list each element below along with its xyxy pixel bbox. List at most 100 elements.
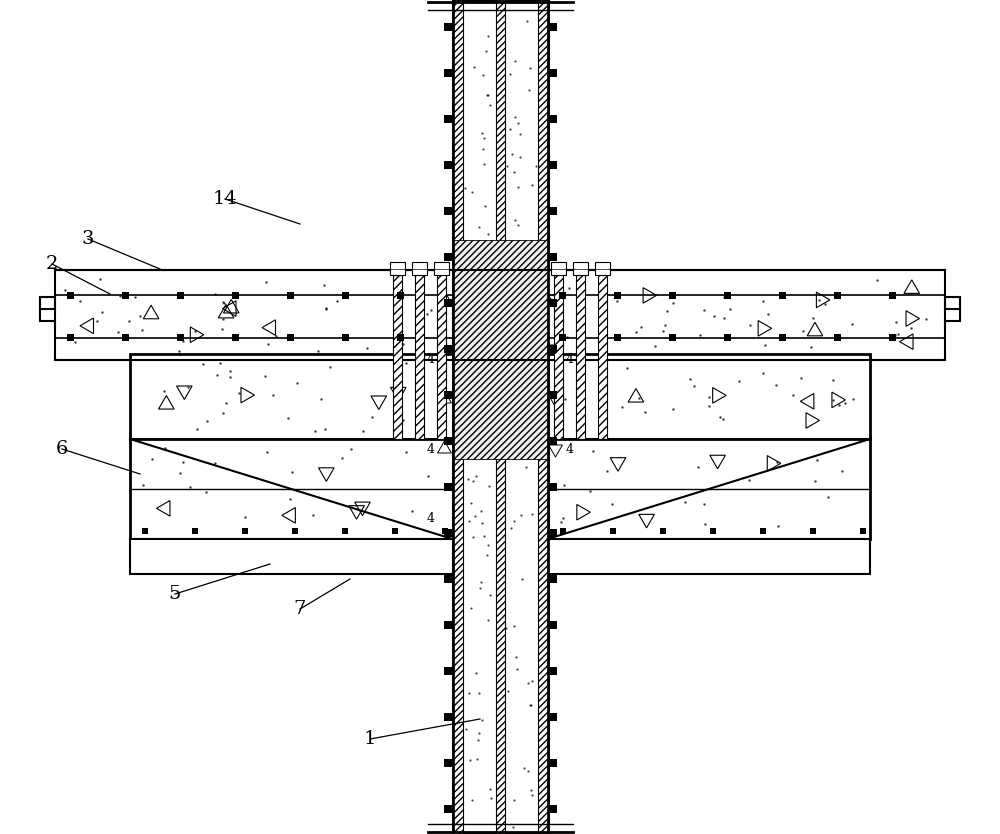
Bar (444, 161, 452, 169)
Point (482, 782, 498, 796)
Point (510, 180, 526, 193)
Point (742, 319, 758, 332)
Point (682, 373, 698, 386)
Point (507, 252, 523, 265)
Text: 6: 6 (56, 440, 68, 458)
Point (479, 279, 495, 293)
Point (811, 293, 827, 306)
Bar (444, 621, 452, 629)
Point (476, 158, 492, 171)
Point (890, 328, 906, 341)
Bar (444, 805, 452, 813)
Point (701, 399, 717, 413)
Point (476, 363, 492, 376)
Bar (548, 439, 870, 539)
Point (817, 297, 833, 310)
Point (506, 165, 522, 178)
Point (831, 399, 847, 412)
Point (690, 460, 706, 474)
Point (647, 339, 663, 352)
Bar (595, 262, 610, 275)
Bar (614, 292, 621, 299)
Point (506, 619, 522, 632)
Point (503, 391, 519, 404)
Point (478, 276, 494, 289)
Point (215, 406, 231, 420)
Point (469, 752, 485, 766)
Point (633, 320, 649, 334)
Point (231, 387, 247, 400)
Point (481, 311, 497, 324)
Point (755, 366, 771, 379)
Point (523, 698, 539, 711)
Point (289, 376, 305, 389)
Point (755, 294, 771, 308)
Point (526, 352, 542, 365)
Point (807, 474, 823, 487)
Text: 4: 4 (566, 443, 574, 455)
Bar (444, 207, 452, 215)
Point (524, 507, 540, 520)
Point (482, 98, 498, 112)
Point (157, 442, 173, 455)
Point (510, 219, 526, 232)
Point (556, 478, 572, 491)
Point (571, 399, 587, 412)
Point (260, 338, 276, 351)
Point (72, 294, 88, 307)
Point (388, 294, 404, 307)
Point (461, 686, 477, 699)
Point (282, 492, 298, 505)
Point (844, 318, 860, 331)
Bar (724, 292, 731, 299)
Point (467, 510, 483, 523)
Bar (442, 528, 448, 534)
Point (741, 474, 757, 487)
Point (524, 178, 540, 192)
Point (503, 521, 519, 535)
Point (715, 412, 731, 425)
Point (175, 455, 191, 469)
Text: 2: 2 (46, 255, 58, 273)
Bar (130, 439, 452, 539)
Bar (176, 292, 184, 299)
Bar (548, 621, 556, 629)
Point (731, 374, 747, 388)
Point (504, 266, 520, 279)
Point (471, 220, 487, 234)
Text: 4: 4 (426, 513, 434, 525)
Point (480, 88, 496, 101)
Point (466, 61, 482, 74)
Point (523, 441, 539, 455)
Point (520, 676, 536, 690)
Point (482, 588, 498, 601)
Point (508, 651, 524, 664)
Bar (548, 69, 556, 77)
Bar (669, 334, 676, 341)
Point (195, 358, 211, 371)
Point (760, 307, 776, 320)
Point (820, 490, 836, 504)
Point (464, 793, 480, 806)
Bar (573, 262, 588, 275)
Bar (444, 437, 452, 445)
Bar (452, 0, 548, 834)
Point (419, 307, 435, 320)
Point (257, 369, 273, 382)
Point (692, 329, 708, 342)
Point (388, 342, 404, 355)
Point (582, 484, 598, 497)
Bar (130, 539, 452, 574)
Point (268, 329, 284, 343)
Bar (396, 292, 404, 299)
Point (172, 466, 188, 480)
Bar (130, 354, 452, 439)
Bar (834, 334, 841, 341)
Point (521, 83, 537, 96)
Point (553, 515, 569, 528)
Point (869, 274, 885, 287)
Text: 4: 4 (566, 353, 574, 365)
Bar (548, 713, 556, 721)
Bar (437, 275, 446, 439)
Point (519, 14, 535, 28)
